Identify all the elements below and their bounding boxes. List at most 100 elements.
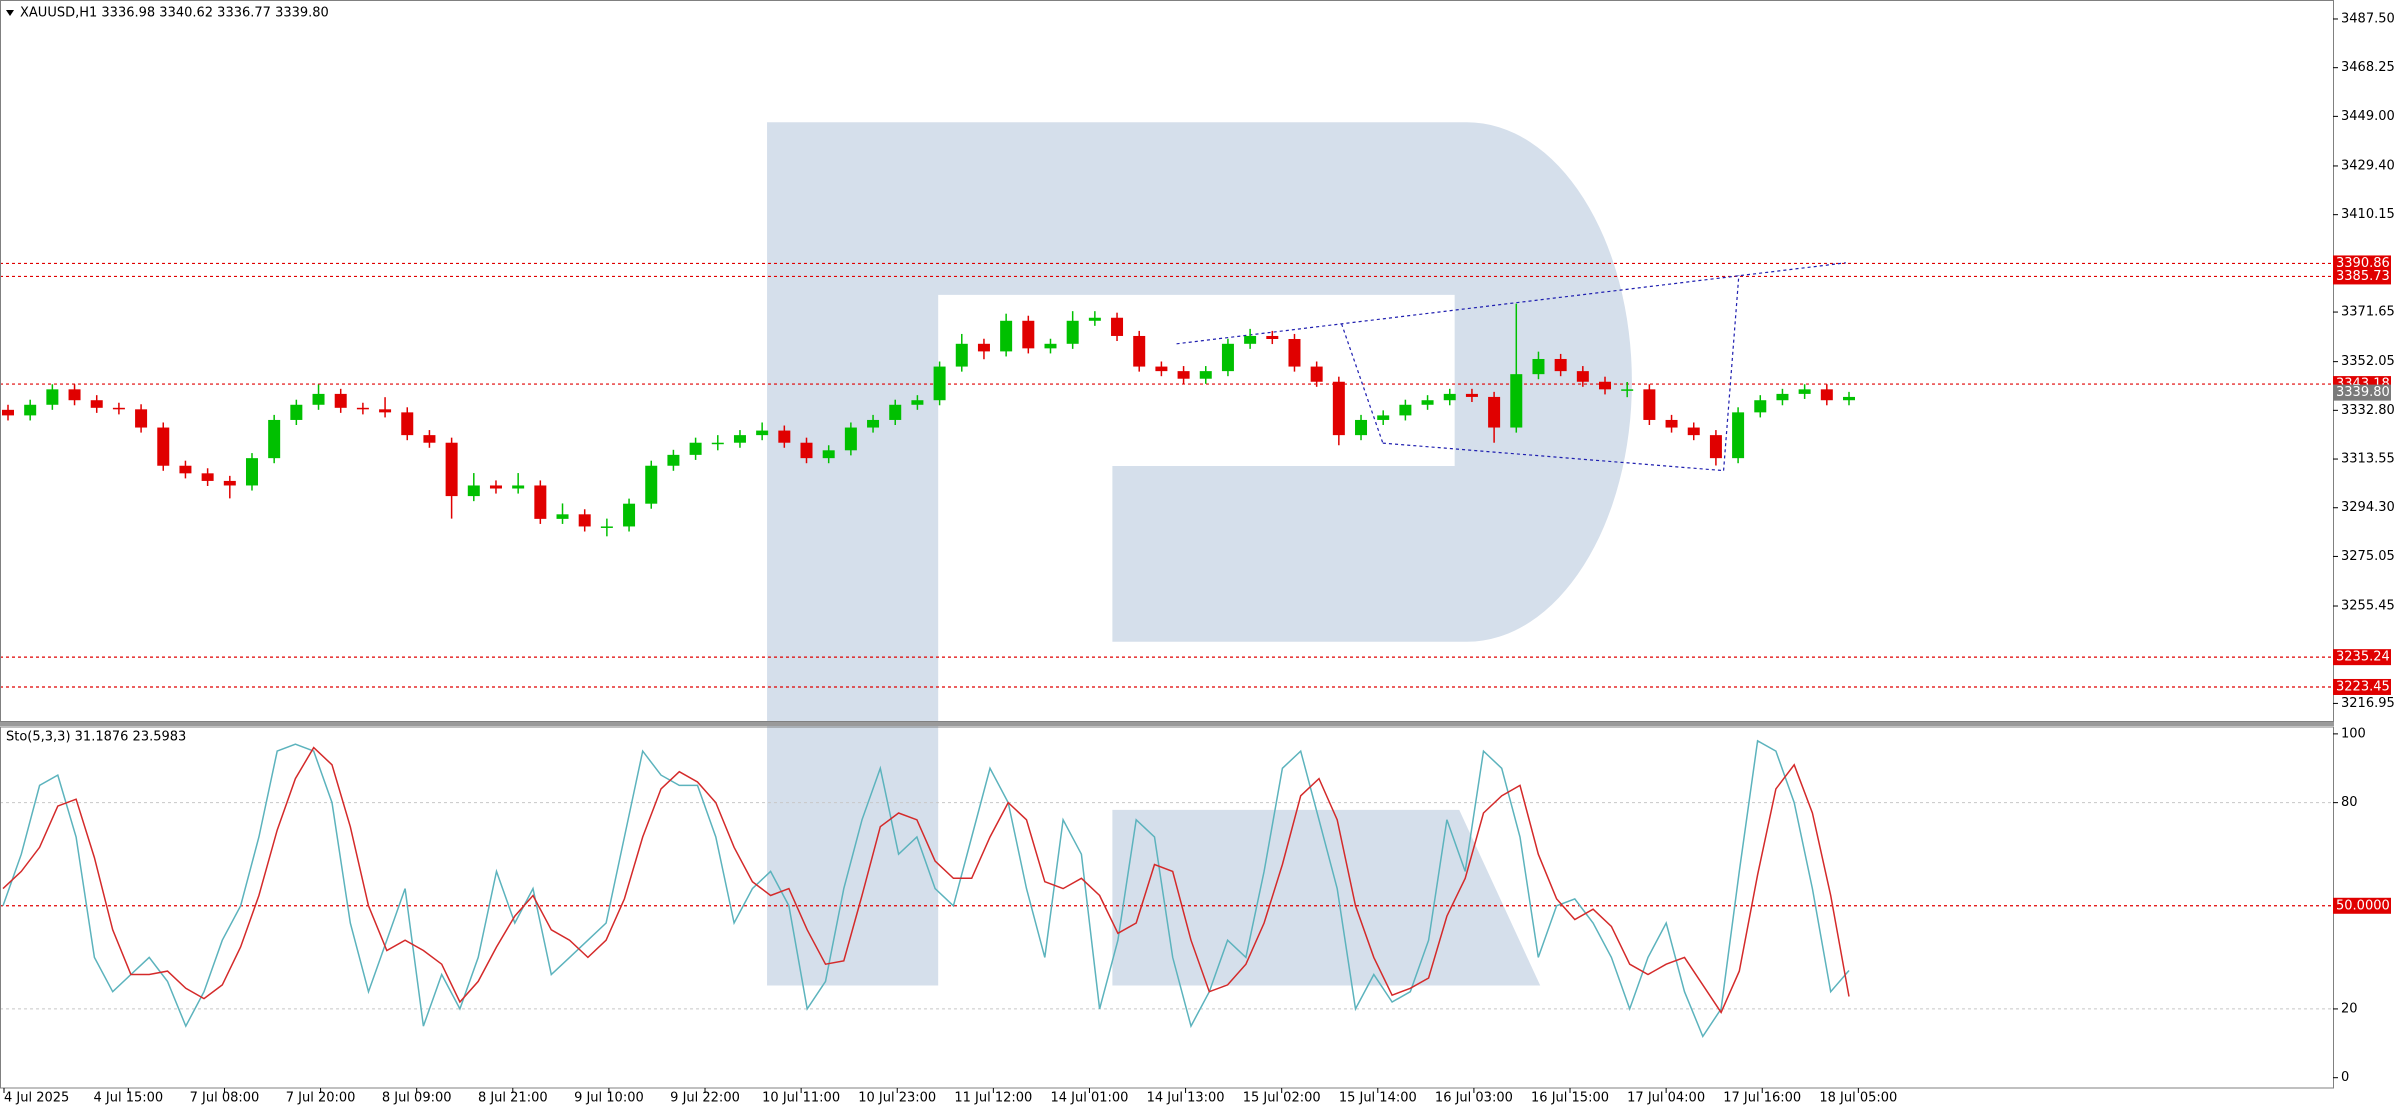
candle-body — [356, 407, 369, 410]
marks — [2, 303, 1855, 1038]
candle-body — [1355, 419, 1368, 436]
x-tick-label: 17 Jul 16:00 — [1723, 1091, 1801, 1106]
candle-body — [1133, 335, 1146, 367]
candle-body — [401, 412, 414, 436]
x-tick-label: 7 Jul 20:00 — [286, 1091, 356, 1106]
candle-body — [245, 458, 258, 486]
candle-body — [1088, 317, 1101, 321]
collapse-icon[interactable] — [6, 10, 14, 16]
candle-body — [1443, 393, 1456, 401]
candle-body — [1776, 393, 1789, 401]
x-tick-label: 8 Jul 09:00 — [382, 1091, 452, 1106]
candle-body — [1554, 358, 1567, 372]
candle-body — [1843, 396, 1855, 401]
candle-body — [1621, 389, 1634, 391]
candle-body — [467, 485, 480, 497]
x-tick-label: 16 Jul 15:00 — [1531, 1091, 1609, 1106]
y-tick-label: 3487.50 — [2341, 11, 2395, 26]
candle-body — [933, 366, 946, 401]
current-price-label: 3339.80 — [2336, 385, 2390, 400]
level-label-box — [2333, 897, 2391, 914]
x-tick-label: 9 Jul 22:00 — [670, 1091, 740, 1106]
candle-body — [112, 407, 125, 410]
x-tick-label: 10 Jul 23:00 — [858, 1091, 936, 1106]
candle-body — [1111, 317, 1124, 336]
candle-body — [46, 389, 59, 405]
candle-body — [822, 450, 835, 459]
level-label: 3223.45 — [2336, 679, 2390, 694]
channel-arm — [1722, 274, 1740, 471]
candle-body — [1066, 320, 1079, 344]
level-label-box — [2333, 678, 2391, 695]
candle-body — [179, 465, 192, 474]
candle-body — [1798, 389, 1811, 394]
candle-body — [1709, 435, 1722, 459]
channel-arm — [1341, 323, 1384, 444]
candle-body — [733, 435, 746, 443]
candle-body — [1599, 381, 1612, 390]
y-tick-label: 3332.80 — [2341, 403, 2395, 418]
candle-body — [711, 442, 724, 445]
candle-body — [534, 485, 547, 519]
y-tick-label: 20 — [2341, 1001, 2358, 1016]
x-tick-label: 18 Jul 05:00 — [1819, 1091, 1897, 1106]
candle-body — [201, 473, 214, 481]
x-tick-label: 9 Jul 10:00 — [574, 1091, 644, 1106]
x-tick-label: 15 Jul 02:00 — [1243, 1091, 1321, 1106]
candle-body — [1000, 320, 1013, 352]
candle-body — [1244, 335, 1257, 344]
level-label: 3390.86 — [2336, 256, 2390, 271]
candle-body — [445, 442, 458, 497]
x-tick-label: 4 Jul 2025 — [4, 1091, 69, 1106]
trend-channel — [1176, 262, 1846, 472]
candle-body — [1820, 389, 1833, 401]
candle-body — [1044, 343, 1057, 349]
grid-layer — [0, 262, 2333, 1010]
x-tick-label: 4 Jul 15:00 — [94, 1091, 164, 1106]
candle-body — [844, 427, 857, 451]
candle-body — [135, 409, 148, 428]
candle-body — [68, 389, 81, 401]
y-tick-label: 3294.30 — [2341, 500, 2395, 515]
y-tick-label: 3468.25 — [2341, 60, 2395, 75]
candle-body — [24, 404, 37, 416]
candle-body — [556, 514, 569, 519]
indicator-title: Sto(5,3,3) 31.1876 23.5983 — [6, 730, 186, 745]
candle-body — [1377, 415, 1390, 420]
y-tick-label: 3255.45 — [2341, 599, 2395, 614]
candle-body — [157, 427, 170, 466]
y-tick-label: 80 — [2341, 795, 2358, 810]
channel-lower — [1382, 442, 1724, 472]
channel-upper — [1176, 262, 1846, 345]
watermark — [767, 122, 1632, 986]
candle-body — [1177, 371, 1190, 379]
candle-body — [955, 343, 968, 367]
candle-body — [1421, 400, 1434, 405]
indicator-line — [2, 746, 1850, 1014]
candle-body — [1732, 412, 1745, 459]
level-label: 3235.24 — [2336, 650, 2390, 665]
y-tick-label: 3352.05 — [2341, 354, 2395, 369]
candle-body — [889, 404, 902, 420]
candle-body — [1532, 358, 1545, 375]
x-tick-label: 14 Jul 01:00 — [1050, 1091, 1128, 1106]
x-tick-label: 8 Jul 21:00 — [478, 1091, 548, 1106]
candle-body — [1332, 381, 1345, 436]
candle-body — [1288, 338, 1301, 367]
candle-body — [1199, 371, 1212, 379]
y-tick-label: 3216.95 — [2341, 696, 2395, 711]
candle-body — [2, 409, 14, 416]
candle-body — [423, 435, 436, 443]
candle-body — [1488, 396, 1501, 428]
candle-body — [489, 485, 502, 489]
pane-separator — [0, 722, 2334, 726]
candle-body — [1754, 400, 1767, 413]
candle-body — [1687, 427, 1700, 436]
candle-body — [90, 400, 103, 408]
candle-body — [1510, 374, 1523, 428]
candle-body — [689, 442, 702, 455]
candle-body — [290, 404, 303, 420]
x-tick-label: 14 Jul 13:00 — [1147, 1091, 1225, 1106]
y-tick-label: 3313.55 — [2341, 452, 2395, 467]
